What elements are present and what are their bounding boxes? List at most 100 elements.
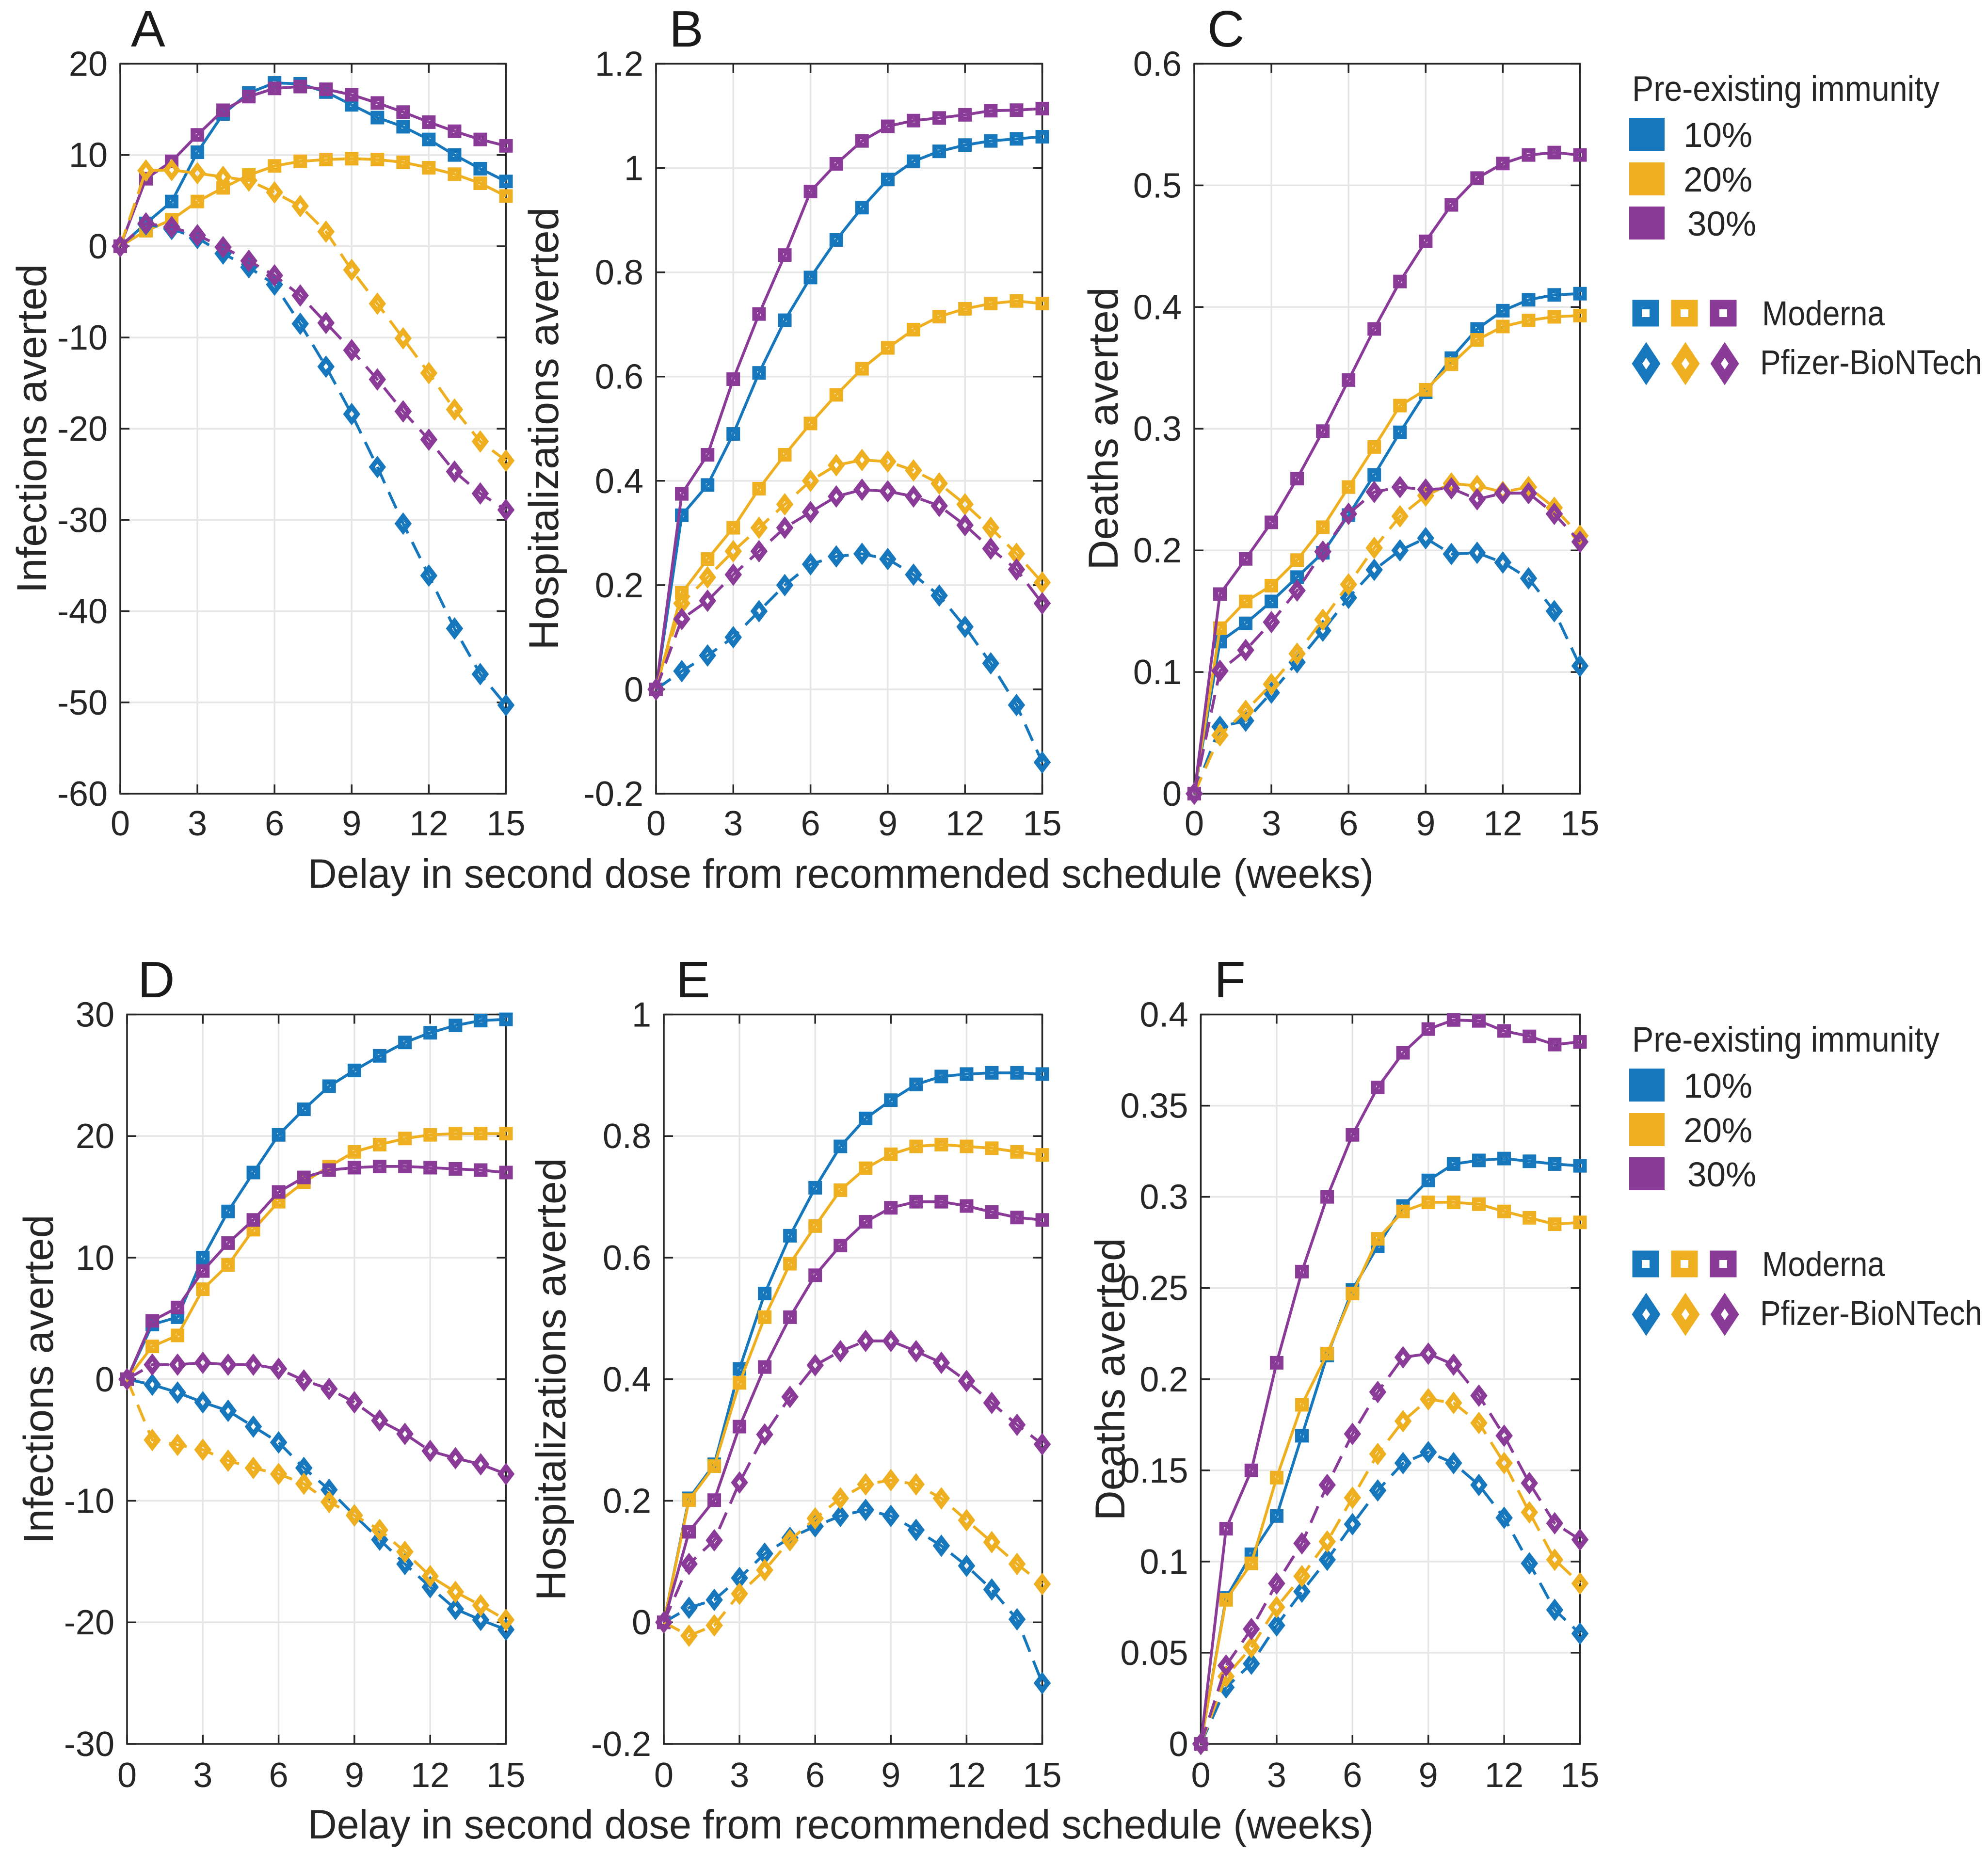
svg-text:-20: -20 — [64, 1603, 114, 1642]
svg-text:0.35: 0.35 — [1120, 1087, 1188, 1126]
svg-text:0.4: 0.4 — [1139, 996, 1188, 1035]
svg-text:20: 20 — [69, 45, 108, 84]
svg-text:Moderna: Moderna — [1762, 1246, 1885, 1284]
svg-text:3: 3 — [1267, 1756, 1286, 1795]
svg-text:15: 15 — [1560, 1756, 1599, 1795]
svg-text:0.4: 0.4 — [1133, 288, 1182, 327]
svg-text:0.4: 0.4 — [603, 1360, 651, 1399]
svg-text:-30: -30 — [57, 501, 108, 540]
svg-text:6: 6 — [1339, 804, 1358, 843]
svg-text:0: 0 — [1162, 775, 1182, 814]
svg-text:0.3: 0.3 — [1139, 1178, 1188, 1217]
svg-text:0.1: 0.1 — [1139, 1543, 1188, 1581]
svg-text:3: 3 — [723, 804, 743, 843]
svg-text:1: 1 — [632, 996, 651, 1035]
svg-text:0.8: 0.8 — [595, 254, 643, 292]
svg-text:15: 15 — [1560, 804, 1599, 843]
svg-text:0.6: 0.6 — [1133, 45, 1182, 84]
svg-text:9: 9 — [345, 1756, 364, 1795]
svg-text:15: 15 — [486, 1756, 525, 1795]
svg-text:-20: -20 — [57, 410, 108, 448]
svg-text:-30: -30 — [64, 1725, 114, 1764]
svg-text:Hospitalizations averted: Hospitalizations averted — [521, 207, 567, 650]
svg-text:12: 12 — [946, 804, 984, 843]
svg-text:Infections averted: Infections averted — [9, 264, 55, 593]
svg-text:0: 0 — [117, 1756, 137, 1795]
svg-text:0.15: 0.15 — [1120, 1452, 1188, 1490]
svg-text:6: 6 — [1343, 1756, 1362, 1795]
svg-text:0.2: 0.2 — [1133, 531, 1182, 570]
svg-text:B: B — [669, 0, 704, 58]
svg-text:3: 3 — [188, 804, 207, 843]
svg-text:10%: 10% — [1683, 1067, 1752, 1105]
svg-text:0: 0 — [624, 671, 643, 709]
svg-text:12: 12 — [1483, 804, 1522, 843]
svg-text:12: 12 — [411, 1756, 449, 1795]
svg-text:0: 0 — [1191, 1756, 1210, 1795]
svg-text:0.6: 0.6 — [603, 1239, 651, 1278]
svg-text:-50: -50 — [57, 684, 108, 722]
svg-text:0: 0 — [111, 804, 130, 843]
svg-text:0: 0 — [646, 804, 666, 843]
svg-text:Moderna: Moderna — [1762, 295, 1885, 333]
svg-text:20%: 20% — [1683, 1112, 1752, 1150]
svg-text:9: 9 — [1416, 804, 1435, 843]
svg-text:15: 15 — [486, 804, 525, 843]
svg-text:0: 0 — [654, 1756, 673, 1795]
svg-text:9: 9 — [878, 804, 898, 843]
svg-text:10: 10 — [76, 1239, 114, 1278]
svg-text:0.2: 0.2 — [595, 566, 643, 605]
svg-text:12: 12 — [947, 1756, 986, 1795]
svg-text:6: 6 — [801, 804, 820, 843]
svg-text:Pre-existing immunity: Pre-existing immunity — [1632, 1020, 1940, 1059]
svg-text:0.1: 0.1 — [1133, 653, 1182, 692]
svg-text:D: D — [138, 951, 175, 1008]
svg-text:C: C — [1207, 0, 1245, 58]
svg-text:-10: -10 — [64, 1482, 114, 1521]
svg-text:Deaths averted: Deaths averted — [1080, 287, 1127, 570]
svg-text:Deaths averted: Deaths averted — [1087, 1238, 1134, 1520]
svg-text:6: 6 — [805, 1756, 825, 1795]
svg-text:12: 12 — [409, 804, 448, 843]
svg-text:-40: -40 — [57, 592, 108, 631]
svg-text:0: 0 — [95, 1360, 114, 1399]
svg-text:F: F — [1214, 951, 1246, 1008]
svg-text:6: 6 — [269, 1756, 289, 1795]
svg-text:-10: -10 — [57, 319, 108, 357]
svg-text:12: 12 — [1485, 1756, 1523, 1795]
svg-text:9: 9 — [1419, 1756, 1438, 1795]
svg-text:-0.2: -0.2 — [583, 775, 643, 814]
svg-text:30: 30 — [76, 996, 114, 1035]
svg-text:0.25: 0.25 — [1120, 1269, 1188, 1308]
svg-text:15: 15 — [1023, 804, 1061, 843]
svg-text:0.3: 0.3 — [1133, 410, 1182, 448]
svg-text:0.6: 0.6 — [595, 358, 643, 397]
svg-text:0.2: 0.2 — [603, 1482, 651, 1521]
svg-text:0: 0 — [1185, 804, 1204, 843]
svg-text:-0.2: -0.2 — [591, 1725, 651, 1764]
svg-text:-60: -60 — [57, 775, 108, 814]
svg-text:Hospitalizations averted: Hospitalizations averted — [528, 1158, 575, 1600]
svg-text:9: 9 — [342, 804, 361, 843]
svg-text:0: 0 — [88, 227, 108, 266]
svg-text:20: 20 — [76, 1117, 114, 1156]
svg-text:0.8: 0.8 — [603, 1117, 651, 1156]
svg-text:0.5: 0.5 — [1133, 166, 1182, 205]
svg-text:Pfizer-BioNTech: Pfizer-BioNTech — [1760, 344, 1982, 382]
svg-text:0.05: 0.05 — [1120, 1634, 1188, 1673]
svg-text:Delay in second dose from reco: Delay in second dose from recommended sc… — [308, 1802, 1374, 1847]
svg-text:1: 1 — [624, 149, 643, 188]
svg-text:0.4: 0.4 — [595, 462, 643, 501]
svg-text:3: 3 — [193, 1756, 212, 1795]
svg-text:3: 3 — [1262, 804, 1281, 843]
svg-text:20%: 20% — [1683, 161, 1752, 199]
svg-text:0: 0 — [632, 1603, 651, 1642]
svg-text:1.2: 1.2 — [595, 45, 643, 84]
svg-text:10%: 10% — [1683, 116, 1752, 155]
svg-text:9: 9 — [881, 1756, 900, 1795]
svg-text:Pre-existing immunity: Pre-existing immunity — [1632, 69, 1940, 109]
svg-text:Delay in second dose from reco: Delay in second dose from recommended sc… — [308, 851, 1374, 896]
svg-text:10: 10 — [69, 136, 108, 175]
svg-text:Pfizer-BioNTech: Pfizer-BioNTech — [1760, 1294, 1982, 1333]
svg-text:E: E — [676, 951, 710, 1008]
